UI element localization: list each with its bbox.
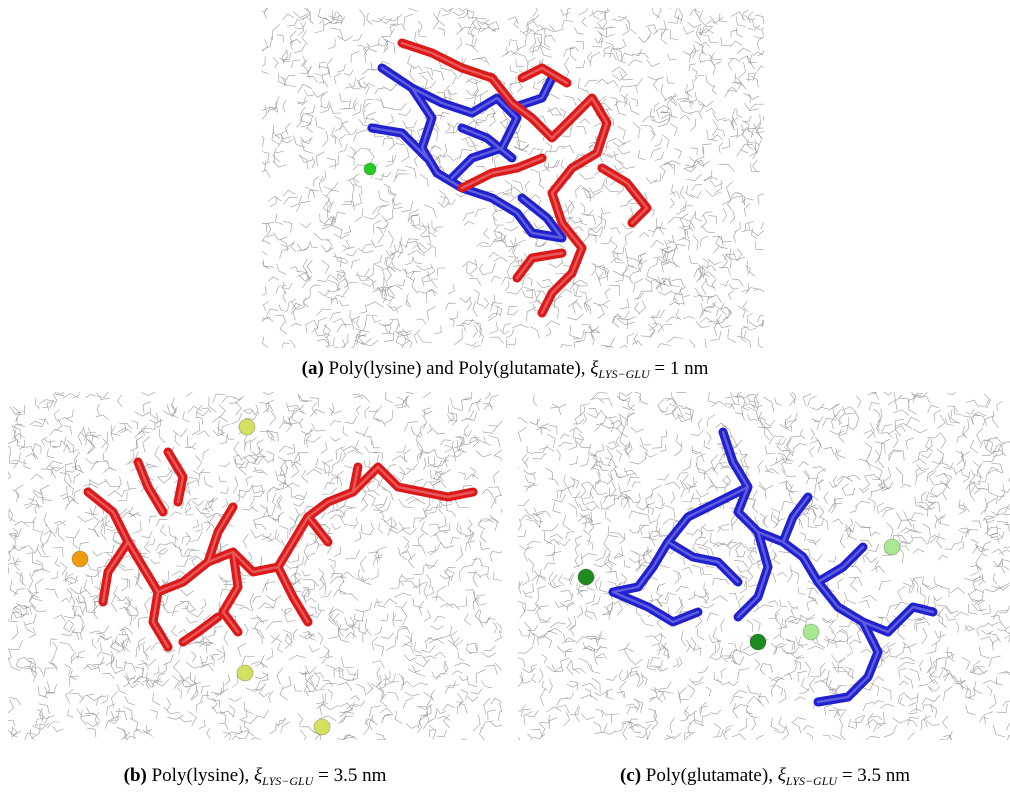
polylysine-chain bbox=[83, 447, 478, 652]
caption-a-label: (a) bbox=[301, 358, 324, 379]
ion-sphere bbox=[749, 633, 767, 651]
polyglutamate-chain bbox=[608, 427, 938, 707]
ion-sphere bbox=[802, 623, 820, 641]
caption-b-value: = 3.5 nm bbox=[318, 765, 387, 786]
caption-b-xi: ξ bbox=[254, 765, 263, 786]
caption-b-label: (b) bbox=[123, 765, 147, 786]
chain-backbone bbox=[608, 427, 938, 707]
chain-highlight bbox=[370, 66, 564, 240]
caption-b: (b) Poly(lysine), ξLYS−GLU = 3.5 nm bbox=[8, 765, 502, 789]
chain-backbone bbox=[397, 38, 652, 318]
panel-b-svg bbox=[8, 392, 502, 740]
ion-sphere bbox=[363, 162, 377, 176]
ion-sphere bbox=[313, 718, 331, 736]
panel-b-image bbox=[8, 392, 502, 740]
polylysine-chain bbox=[367, 63, 567, 243]
caption-a-subscript: LYS−GLU bbox=[598, 367, 650, 381]
panel-a-image bbox=[262, 8, 764, 348]
water-sticks bbox=[518, 392, 1010, 740]
chain-highlight bbox=[400, 41, 649, 315]
water-sticks bbox=[262, 8, 764, 348]
ion-sphere bbox=[71, 550, 89, 568]
ion-sphere bbox=[577, 568, 595, 586]
caption-b-subscript: LYS−GLU bbox=[262, 774, 314, 788]
caption-c-subscript: LYS−GLU bbox=[785, 774, 838, 788]
caption-c-label: (c) bbox=[619, 765, 642, 786]
caption-c-xi: ξ bbox=[777, 765, 786, 786]
caption-c-text: Poly(glutamate), bbox=[645, 765, 773, 786]
panel-c-svg bbox=[518, 392, 1010, 740]
caption-a-value: = 1 nm bbox=[654, 358, 709, 379]
water-molecules bbox=[262, 8, 764, 348]
caption-c-value: = 3.5 nm bbox=[841, 765, 911, 786]
chain-backbone bbox=[367, 63, 567, 243]
chain-highlight bbox=[611, 430, 935, 704]
ion-sphere bbox=[238, 418, 256, 436]
caption-a: (a) Poly(lysine) and Poly(glutamate), ξL… bbox=[0, 358, 1010, 382]
caption-b-text: Poly(lysine), bbox=[151, 765, 250, 786]
ion-sphere bbox=[883, 538, 901, 556]
chain-backbone bbox=[83, 447, 478, 652]
water-molecules bbox=[518, 392, 1010, 740]
panel-a-svg bbox=[262, 8, 764, 348]
caption-a-xi: ξ bbox=[590, 358, 599, 379]
caption-c: (c) Poly(glutamate), ξLYS−GLU = 3.5 nm bbox=[518, 765, 1010, 789]
polyglutamate-chain bbox=[397, 38, 652, 318]
caption-a-text: Poly(lysine) and Poly(glutamate), bbox=[328, 358, 586, 379]
panel-c-image bbox=[518, 392, 1010, 740]
chain-highlight bbox=[86, 450, 475, 649]
ion-sphere bbox=[236, 664, 254, 682]
